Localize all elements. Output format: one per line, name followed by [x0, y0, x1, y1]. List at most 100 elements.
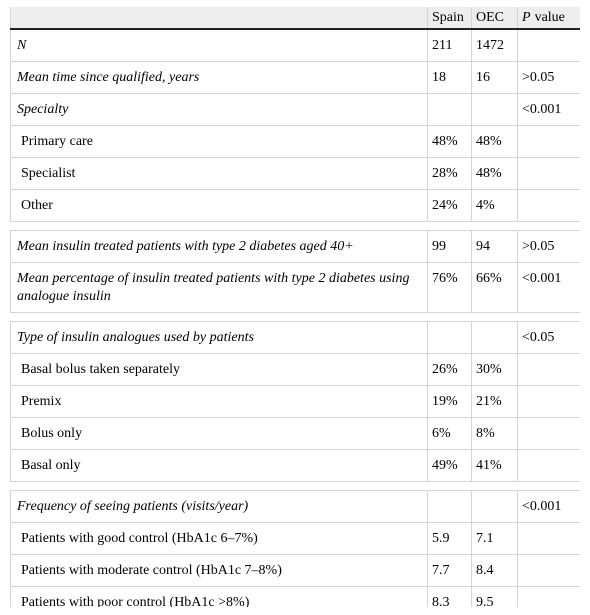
- spacer-cell: [427, 481, 472, 491]
- table-row: Primary care 48% 48%: [10, 125, 580, 158]
- row-label: Mean percentage of insulin treated patie…: [10, 262, 428, 313]
- spacer-cell: [10, 312, 428, 322]
- row-label: Specialist: [10, 157, 428, 190]
- spacer-cell: [517, 481, 580, 491]
- value-cell: 8.3: [427, 586, 472, 607]
- header-cell: OEC: [471, 7, 518, 30]
- spacer-cell: [10, 481, 428, 491]
- row-label: Frequency of seeing patients (visits/yea…: [10, 490, 428, 523]
- table-row: Mean time since qualified, years 18 16 >0.0…: [10, 61, 580, 94]
- value-cell: [471, 93, 518, 126]
- value-cell: [471, 321, 518, 354]
- row-label: N: [10, 28, 428, 62]
- value-cell: 41%: [471, 449, 518, 482]
- table-body: N 211 1472 Mean time since qualified, years…: [10, 28, 580, 607]
- table-row: Mean insulin treated patients with type …: [10, 230, 580, 263]
- row-label: Basal only: [10, 449, 428, 482]
- value-cell: 6%: [427, 417, 472, 450]
- spacer-row: [10, 221, 580, 231]
- spacer-cell: [517, 221, 580, 231]
- value-cell: [427, 490, 472, 523]
- value-cell: 8%: [471, 417, 518, 450]
- table-row: Basal bolus taken separately 26% 30%: [10, 353, 580, 386]
- value-cell: 28%: [427, 157, 472, 190]
- row-label: Mean insulin treated patients with type …: [10, 230, 428, 263]
- value-cell: [517, 189, 580, 222]
- table-row: Frequency of seeing patients (visits/yea…: [10, 490, 580, 523]
- spacer-cell: [427, 221, 472, 231]
- value-cell: [517, 554, 580, 587]
- value-cell: [517, 125, 580, 158]
- header-italic: P: [522, 10, 531, 25]
- value-cell: 9.5: [471, 586, 518, 607]
- table-row: Premix 19% 21%: [10, 385, 580, 418]
- value-cell: <0.001: [517, 490, 580, 523]
- value-cell: >0.05: [517, 61, 580, 94]
- value-cell: 30%: [471, 353, 518, 386]
- spacer-cell: [471, 481, 518, 491]
- value-cell: 49%: [427, 449, 472, 482]
- header-cell: Spain: [427, 7, 472, 30]
- table-row: Specialty <0.001: [10, 93, 580, 126]
- value-cell: [517, 385, 580, 418]
- value-cell: 19%: [427, 385, 472, 418]
- value-cell: 211: [427, 28, 472, 62]
- table-row: Specialist 28% 48%: [10, 157, 580, 190]
- value-cell: [427, 321, 472, 354]
- value-cell: 8.4: [471, 554, 518, 587]
- value-cell: 66%: [471, 262, 518, 313]
- value-cell: 99: [427, 230, 472, 263]
- table-row: Patients with poor control (HbA1c >8%) 8.…: [10, 586, 580, 607]
- value-cell: [471, 490, 518, 523]
- row-label: Specialty: [10, 93, 428, 126]
- spacer-cell: [427, 312, 472, 322]
- row-label: Basal bolus taken separately: [10, 353, 428, 386]
- header-text: value: [534, 10, 565, 25]
- spacer-row: [10, 481, 580, 491]
- value-cell: 26%: [427, 353, 472, 386]
- spacer-cell: [10, 221, 428, 231]
- table-row: Patients with good control (HbA1c 6–7%) 5…: [10, 522, 580, 555]
- table-row: Bolus only 6% 8%: [10, 417, 580, 450]
- row-label: Patients with moderate control (HbA1c 7–…: [10, 554, 428, 587]
- row-label: Primary care: [10, 125, 428, 158]
- row-label: Premix: [10, 385, 428, 418]
- value-cell: 48%: [471, 157, 518, 190]
- row-label: Other: [10, 189, 428, 222]
- value-cell: [517, 449, 580, 482]
- row-label: Bolus only: [10, 417, 428, 450]
- value-cell: 24%: [427, 189, 472, 222]
- value-cell: [427, 93, 472, 126]
- value-cell: 1472: [471, 28, 518, 62]
- row-label: Type of insulin analogues used by patien…: [10, 321, 428, 354]
- spacer-row: [10, 312, 580, 322]
- value-cell: 16: [471, 61, 518, 94]
- table-row: Type of insulin analogues used by patien…: [10, 321, 580, 354]
- value-cell: <0.001: [517, 262, 580, 313]
- value-cell: <0.05: [517, 321, 580, 354]
- value-cell: 18: [427, 61, 472, 94]
- value-cell: 7.7: [427, 554, 472, 587]
- value-cell: 21%: [471, 385, 518, 418]
- table-row: N 211 1472: [10, 28, 580, 62]
- value-cell: 4%: [471, 189, 518, 222]
- value-cell: [517, 586, 580, 607]
- row-label: Patients with good control (HbA1c 6–7%): [10, 522, 428, 555]
- value-cell: [517, 417, 580, 450]
- value-cell: >0.05: [517, 230, 580, 263]
- spacer-cell: [471, 221, 518, 231]
- value-cell: 48%: [427, 125, 472, 158]
- spacer-cell: [471, 312, 518, 322]
- value-cell: <0.001: [517, 93, 580, 126]
- table-row: Patients with moderate control (HbA1c 7–…: [10, 554, 580, 587]
- table-row: Other 24% 4%: [10, 189, 580, 222]
- spacer-cell: [517, 312, 580, 322]
- value-cell: [517, 157, 580, 190]
- value-cell: 7.1: [471, 522, 518, 555]
- header-cell: [10, 7, 428, 30]
